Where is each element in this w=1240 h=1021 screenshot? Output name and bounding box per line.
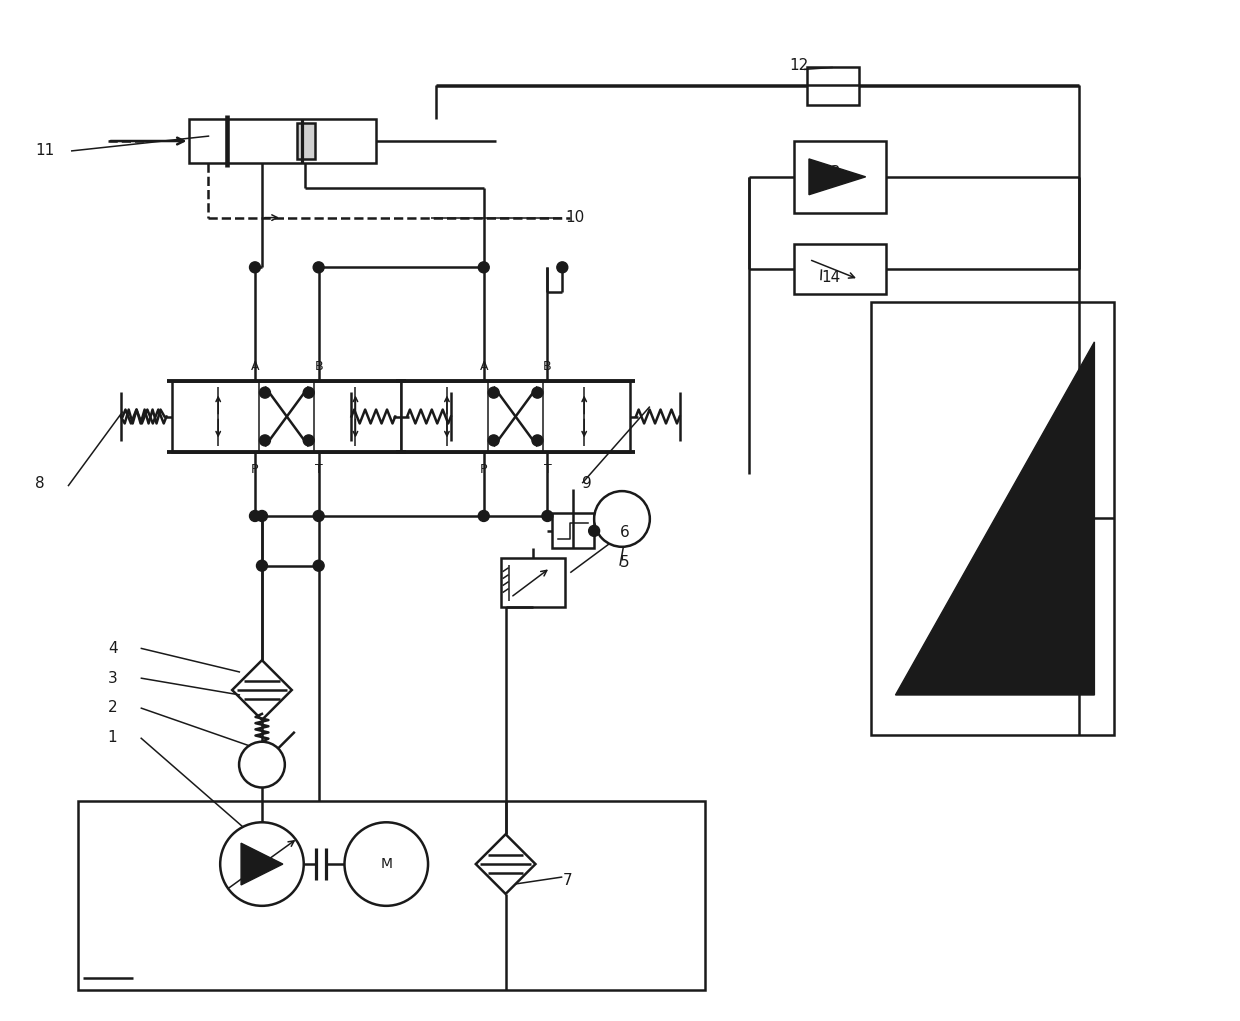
Circle shape	[489, 435, 500, 446]
Circle shape	[479, 261, 490, 273]
Text: T: T	[315, 463, 322, 476]
Text: 9: 9	[583, 476, 591, 491]
Text: P: P	[252, 463, 259, 476]
Circle shape	[479, 510, 490, 522]
Bar	[870, 302, 1115, 735]
Bar	[190, 118, 227, 163]
Circle shape	[314, 261, 324, 273]
Text: B: B	[314, 360, 322, 374]
Circle shape	[239, 741, 285, 787]
Circle shape	[345, 822, 428, 906]
Bar	[296, 123, 315, 159]
Bar	[402, 381, 630, 452]
Bar	[794, 244, 885, 294]
Circle shape	[314, 561, 324, 571]
Circle shape	[489, 387, 500, 398]
Circle shape	[304, 387, 314, 398]
Bar	[501, 557, 565, 607]
Circle shape	[249, 510, 260, 522]
Text: 5: 5	[620, 555, 630, 570]
Circle shape	[594, 491, 650, 547]
Text: 10: 10	[565, 210, 584, 225]
Circle shape	[257, 561, 268, 571]
Text: P: P	[480, 463, 487, 476]
Bar	[807, 67, 858, 105]
Circle shape	[259, 387, 270, 398]
Text: 11: 11	[35, 144, 55, 158]
Text: 7: 7	[562, 874, 572, 888]
Text: 4: 4	[108, 641, 118, 655]
Circle shape	[532, 435, 543, 446]
Circle shape	[542, 510, 553, 522]
Text: 3: 3	[108, 671, 118, 685]
Polygon shape	[895, 342, 1095, 695]
Text: M: M	[381, 857, 392, 871]
Text: A: A	[250, 360, 259, 374]
Circle shape	[589, 526, 600, 536]
Circle shape	[221, 822, 304, 906]
Bar	[172, 381, 402, 452]
Text: 8: 8	[35, 476, 45, 491]
Polygon shape	[808, 159, 866, 195]
Text: 14: 14	[821, 270, 841, 285]
Bar	[552, 514, 594, 548]
Text: T: T	[543, 463, 552, 476]
Circle shape	[259, 435, 270, 446]
Circle shape	[314, 510, 324, 522]
Circle shape	[557, 261, 568, 273]
Text: 1: 1	[108, 730, 118, 745]
Text: 6: 6	[620, 526, 630, 540]
Text: 2: 2	[108, 700, 118, 716]
Circle shape	[249, 261, 260, 273]
Bar	[794, 141, 885, 212]
Text: 15: 15	[934, 668, 952, 683]
Text: 12: 12	[789, 58, 808, 72]
Bar	[78, 801, 704, 990]
Bar	[227, 118, 376, 163]
Text: B: B	[543, 360, 552, 374]
Text: 13: 13	[821, 165, 841, 181]
Circle shape	[257, 510, 268, 522]
Circle shape	[304, 435, 314, 446]
Text: A: A	[480, 360, 489, 374]
Circle shape	[532, 387, 543, 398]
Polygon shape	[241, 843, 283, 885]
